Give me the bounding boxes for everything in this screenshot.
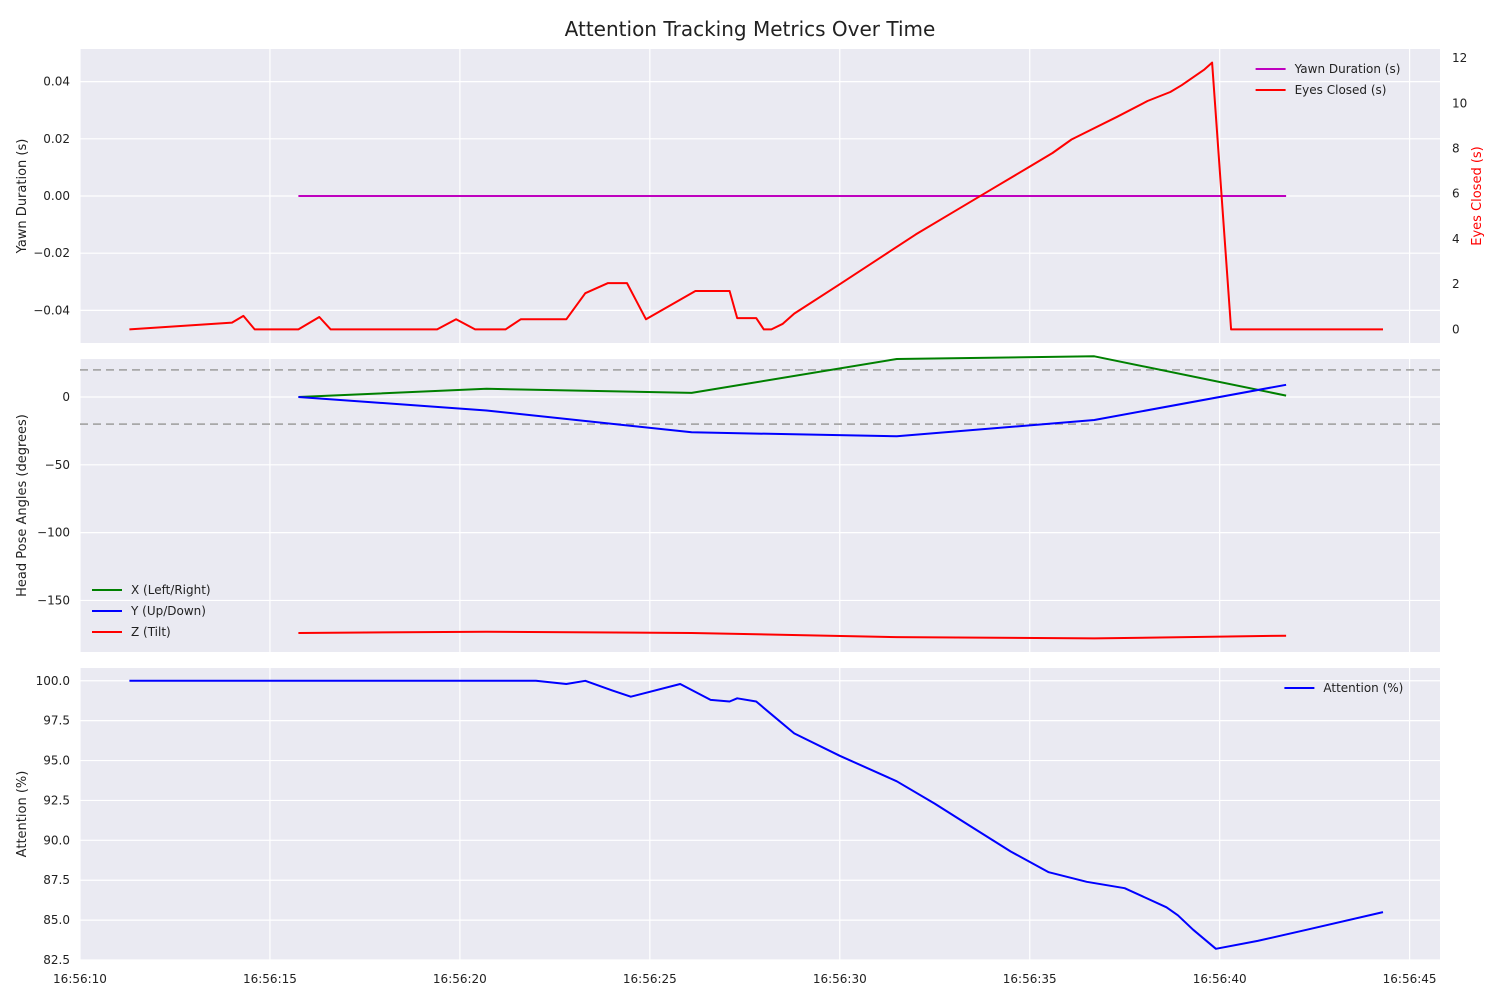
- x-tick-label: 16:56:40: [1193, 972, 1247, 986]
- panel-top-right-ytick-label: 4: [1452, 232, 1460, 246]
- panel-top-right-ytick-label: 0: [1452, 322, 1460, 336]
- panel-top-ylabel: Yawn Duration (s): [15, 139, 30, 255]
- panel-middle-ytick-label: −50: [45, 458, 70, 472]
- panel-top-legend-label: Eyes Closed (s): [1295, 83, 1387, 97]
- panel-middle-background: [80, 359, 1440, 652]
- panel-bottom-ytick-label: 100.0: [36, 674, 70, 688]
- panel-top-ytick-label: −0.04: [33, 303, 70, 317]
- panel-top-ytick-label: 0.00: [43, 189, 70, 203]
- panel-top-legend-label: Yawn Duration (s): [1294, 62, 1401, 76]
- panel-middle-ytick-label: −150: [37, 593, 70, 607]
- panel-top-ytick-label: 0.04: [43, 75, 70, 89]
- panel-bottom-background: [80, 668, 1440, 960]
- panel-middle-ytick-label: 0: [62, 390, 70, 404]
- panel-bottom-ytick-label: 97.5: [43, 714, 70, 728]
- x-tick-label: 16:56:30: [813, 972, 867, 986]
- panel-bottom-ytick-label: 87.5: [43, 873, 70, 887]
- panel-middle-series-2: [298, 630, 1287, 640]
- panel-top-ytick-label: 0.02: [43, 132, 70, 146]
- panel-bottom-ytick-label: 82.5: [43, 953, 70, 967]
- panel-bottom-ytick-label: 90.0: [43, 833, 70, 847]
- panel-top-ylabel-right: Eyes Closed (s): [1470, 146, 1485, 246]
- x-tick-label: 16:56:45: [1383, 972, 1437, 986]
- panel-middle-legend-label: Z (Tilt): [131, 625, 171, 639]
- panel-bottom-ylabel: Attention (%): [15, 771, 30, 858]
- x-tick-label: 16:56:20: [433, 972, 487, 986]
- chart-title: Attention Tracking Metrics Over Time: [565, 17, 936, 41]
- panel-top-right-ytick-label: 6: [1452, 187, 1460, 201]
- panel-top-right-ytick-label: 2: [1452, 277, 1460, 291]
- panel-middle-ytick-label: −100: [37, 526, 70, 540]
- panel-top-right-ytick-label: 12: [1452, 51, 1467, 65]
- panel-bottom-legend-label: Attention (%): [1323, 681, 1403, 695]
- panel-middle-legend-label: Y (Up/Down): [130, 604, 206, 618]
- panel-top-right-ytick-label: 10: [1452, 96, 1467, 110]
- x-tick-label: 16:56:15: [243, 972, 297, 986]
- panel-bottom-ytick-label: 95.0: [43, 754, 70, 768]
- panel-top-ytick-label: −0.02: [33, 246, 70, 260]
- x-tick-label: 16:56:10: [53, 972, 107, 986]
- panel-middle-ylabel: Head Pose Angles (degrees): [15, 414, 30, 597]
- panel-bottom-ytick-label: 85.0: [43, 913, 70, 927]
- panel-bottom-series-0: [129, 679, 1384, 950]
- x-tick-label: 16:56:25: [623, 972, 677, 986]
- panel-middle-legend-label: X (Left/Right): [131, 583, 211, 597]
- x-tick-label: 16:56:35: [1003, 972, 1057, 986]
- panel-middle-series-1: [298, 383, 1287, 438]
- panel-top-right-ytick-label: 8: [1452, 142, 1460, 156]
- panel-bottom-ytick-label: 92.5: [43, 793, 70, 807]
- panel-top-series-1: [129, 61, 1383, 331]
- panel-middle-series-0: [298, 355, 1287, 398]
